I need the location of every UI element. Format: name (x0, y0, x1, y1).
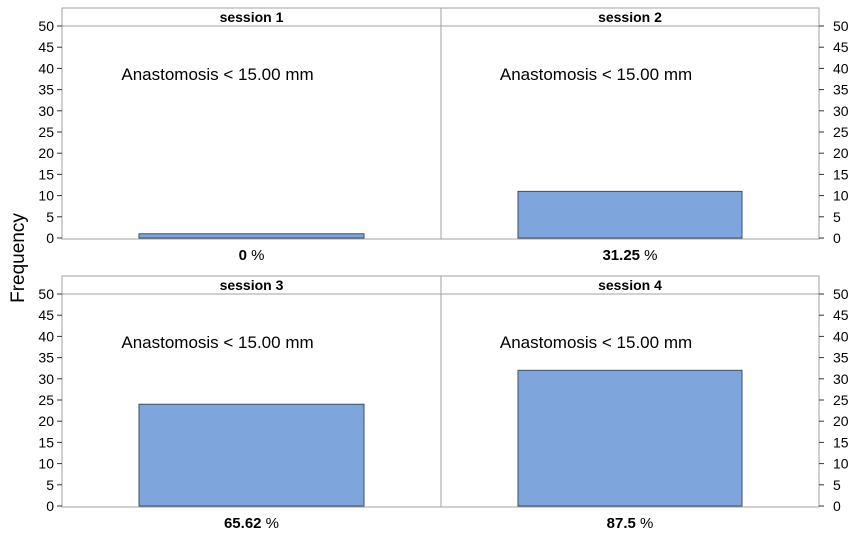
y-tick-label-right: 5 (833, 477, 841, 493)
y-tick-label-right: 0 (833, 498, 841, 514)
annotation-session-3: Anastomosis < 15.00 mm (121, 333, 313, 352)
y-tick-label-left: 20 (38, 413, 54, 429)
annotation-session-4: Anastomosis < 15.00 mm (500, 333, 692, 352)
bar-session-1 (138, 233, 365, 239)
percent-value: 87.5 (607, 515, 636, 532)
y-tick-label-right: 40 (833, 328, 849, 344)
y-tick-label-right: 45 (833, 39, 849, 55)
y-tick-label-left: 20 (38, 145, 54, 161)
y-tick-label-left: 10 (38, 456, 54, 472)
y-tick-label-right: 50 (833, 18, 849, 34)
percent-label-session-3: 65.62 % (224, 515, 279, 532)
y-tick-label-right: 15 (833, 166, 849, 182)
y-tick-label-left: 50 (38, 286, 54, 302)
y-tick-label-left: 40 (38, 60, 54, 76)
y-tick-label-left: 0 (46, 498, 54, 514)
y-tick-label-left: 50 (38, 18, 54, 34)
y-tick-label-left: 40 (38, 328, 54, 344)
y-tick-label-right: 25 (833, 392, 849, 408)
annotation-session-2: Anastomosis < 15.00 mm (500, 65, 692, 84)
y-tick-label-left: 25 (38, 124, 54, 140)
percent-label-session-4: 87.5 % (607, 515, 654, 532)
y-tick-label-left: 5 (46, 477, 54, 493)
y-tick-label-left: 30 (38, 371, 54, 387)
y-tick-label-left: 30 (38, 103, 54, 119)
bar-session-2 (517, 190, 743, 239)
y-tick-label-left: 35 (38, 350, 54, 366)
percent-label-session-1: 0 % (239, 247, 265, 264)
y-tick-label-right: 25 (833, 124, 849, 140)
y-axis-title: Frequency (8, 213, 29, 303)
y-tick-label-right: 10 (833, 188, 849, 204)
y-tick-label-left: 45 (38, 307, 54, 323)
y-tick-label-right: 15 (833, 434, 849, 450)
y-tick-label-left: 5 (46, 209, 54, 225)
y-tick-label-right: 35 (833, 350, 849, 366)
panel-title-session-3: session 3 (220, 277, 284, 293)
y-tick-label-right: 30 (833, 103, 849, 119)
panel-title-session-2: session 2 (598, 9, 662, 25)
y-tick-label-right: 50 (833, 286, 849, 302)
percent-unit: % (247, 247, 265, 264)
percent-unit: % (636, 515, 654, 532)
percent-unit: % (262, 515, 280, 532)
y-tick-label-right: 30 (833, 371, 849, 387)
y-tick-label-left: 35 (38, 82, 54, 98)
bar-session-4 (517, 369, 743, 507)
y-tick-label-right: 5 (833, 209, 841, 225)
y-tick-label-left: 45 (38, 39, 54, 55)
y-tick-label-left: 25 (38, 392, 54, 408)
percent-unit: % (640, 247, 658, 264)
y-tick-label-left: 0 (46, 230, 54, 246)
percent-value: 65.62 (224, 515, 262, 532)
y-tick-label-right: 40 (833, 60, 849, 76)
y-tick-label-right: 45 (833, 307, 849, 323)
bar-session-3 (138, 403, 365, 507)
panel-title-session-4: session 4 (598, 277, 662, 293)
y-tick-label-right: 20 (833, 413, 849, 429)
y-tick-label-left: 15 (38, 166, 54, 182)
y-tick-label-right: 35 (833, 82, 849, 98)
percent-label-session-2: 31.25 % (602, 247, 657, 264)
percent-value: 31.25 (602, 247, 640, 264)
percent-value: 0 (239, 247, 247, 264)
annotation-session-1: Anastomosis < 15.00 mm (121, 65, 313, 84)
y-tick-label-left: 15 (38, 434, 54, 450)
y-tick-label-right: 20 (833, 145, 849, 161)
panel-title-session-1: session 1 (220, 9, 284, 25)
y-tick-label-right: 0 (833, 230, 841, 246)
y-tick-label-right: 10 (833, 456, 849, 472)
y-tick-label-left: 10 (38, 188, 54, 204)
